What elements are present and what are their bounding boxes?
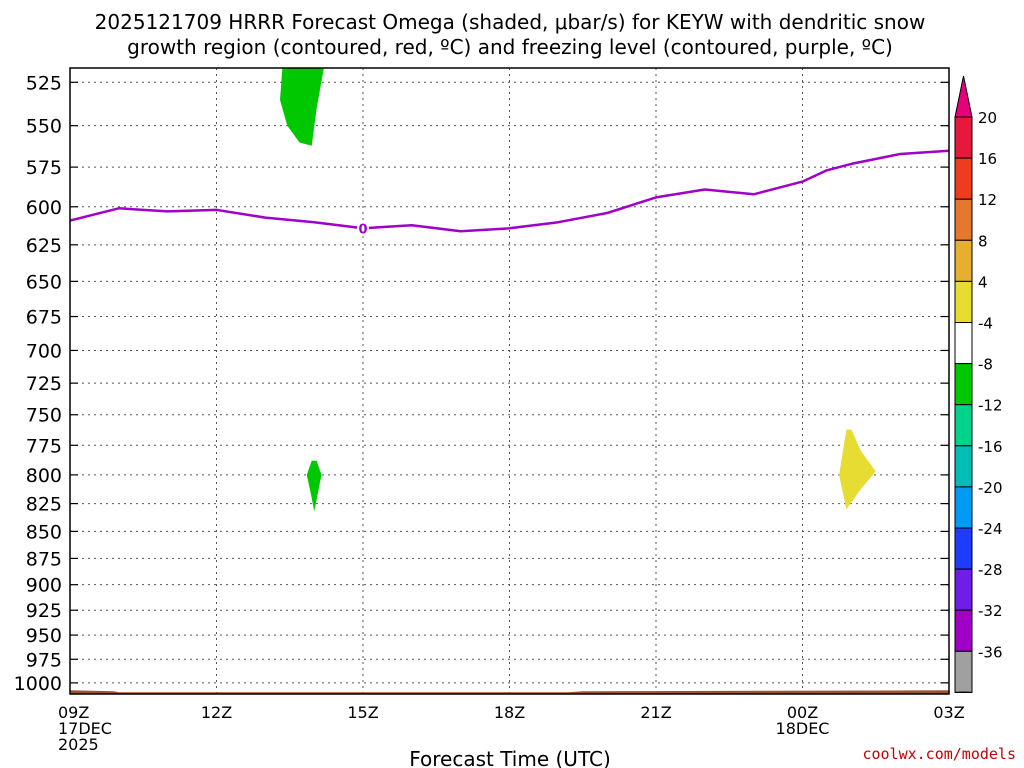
omega-shaded-area xyxy=(839,429,876,510)
y-tick-label: 950 xyxy=(26,625,62,647)
y-tick-label: 575 xyxy=(26,157,62,179)
colorbar-label: 16 xyxy=(978,150,997,168)
omega-shaded-areas xyxy=(280,68,876,512)
y-tick-label: 750 xyxy=(26,405,62,427)
surface-pressure-band xyxy=(70,690,949,694)
colorbar-swatch xyxy=(954,527,973,570)
y-tick-label: 1000 xyxy=(14,673,62,695)
colorbar-label: 20 xyxy=(978,109,997,127)
y-tick-label: 850 xyxy=(26,521,62,543)
omega-shaded-area xyxy=(306,460,322,512)
colorbar-label: -36 xyxy=(978,643,1003,661)
chart-title-line2: growth region (contoured, red, ºC) and f… xyxy=(127,35,893,59)
y-tick-label: 800 xyxy=(26,465,62,487)
colorbar-swatch xyxy=(954,198,973,241)
y-axis-tick-labels: 525 550 575 600 625 650 675 700 725 750 775 800 825 8… xyxy=(14,72,62,695)
freezing-level-contour: 0 xyxy=(69,149,950,237)
colorbar-swatch xyxy=(954,322,973,365)
colorbar-swatch xyxy=(954,239,973,282)
colorbar-swatch xyxy=(954,157,973,200)
x-axis-label: Forecast Time (UTC) xyxy=(409,747,611,768)
x-tick-label: 21Z xyxy=(640,703,671,722)
chart-title-line1: 2025121709 HRRR Forecast Omega (shaded, … xyxy=(95,10,926,34)
x-tick-label: 2025 xyxy=(58,735,99,754)
omega-colorbar: 20 16 12 8 4 -4 -8 -12 -16 -20 -24 -28 -32 -36 xyxy=(954,75,1003,693)
colorbar-label: -32 xyxy=(978,602,1003,620)
colorbar-swatch xyxy=(954,486,973,529)
colorbar-label: -24 xyxy=(978,520,1003,538)
colorbar-swatch xyxy=(954,568,973,611)
colorbar-label: -8 xyxy=(978,356,993,374)
x-tick-label: 12Z xyxy=(201,703,232,722)
contour-label-background xyxy=(357,220,369,237)
colorbar-label: -4 xyxy=(978,315,993,333)
x-tick-label: 00Z xyxy=(787,703,818,722)
x-tick-label: 15Z xyxy=(347,703,378,722)
colorbar-label: -12 xyxy=(978,397,1003,415)
colorbar-swatch xyxy=(954,363,973,406)
y-tick-label: 600 xyxy=(26,197,62,219)
y-tick-label: 625 xyxy=(26,235,62,257)
y-tick-label: 925 xyxy=(26,600,62,622)
x-tick-label: 03Z xyxy=(933,703,964,722)
colorbar-swatch xyxy=(954,280,973,323)
colorbar-label: 4 xyxy=(978,273,988,291)
x-tick-label: 17DEC xyxy=(58,719,112,738)
omega-shaded-area xyxy=(280,68,324,146)
colorbar-label: -28 xyxy=(978,561,1003,579)
colorbar-swatch xyxy=(954,116,973,159)
colorbar-swatch xyxy=(954,404,973,447)
colorbar-label: 8 xyxy=(978,232,988,250)
y-tick-label: 675 xyxy=(26,307,62,329)
y-tick-label: 900 xyxy=(26,575,62,597)
y-tick-label: 775 xyxy=(26,435,62,457)
credit-text: coolwx.com/models xyxy=(862,745,1016,763)
y-tick-label: 875 xyxy=(26,548,62,570)
colorbar-label: 12 xyxy=(978,191,997,209)
y-tick-label: 975 xyxy=(26,649,62,671)
surface-band xyxy=(70,690,949,694)
y-tick-label: 525 xyxy=(26,72,62,94)
colorbar-swatch xyxy=(954,445,973,488)
x-tick-label: 18DEC xyxy=(776,719,830,738)
x-tick-label: 18Z xyxy=(494,703,525,722)
grid-lines xyxy=(69,68,950,694)
colorbar-swatch xyxy=(954,609,973,652)
freezing-level-contour-label: 0 xyxy=(358,222,367,237)
y-tick-label: 725 xyxy=(26,373,62,395)
y-tick-label: 550 xyxy=(26,116,62,138)
x-tick-label: 09Z xyxy=(58,703,89,722)
colorbar-label: -20 xyxy=(978,479,1003,497)
y-tick-label: 650 xyxy=(26,271,62,293)
colorbar-swatch xyxy=(954,650,973,693)
y-tick-label: 700 xyxy=(26,340,62,362)
y-tick-label: 825 xyxy=(26,494,62,516)
freezing-level-line xyxy=(69,149,950,233)
plot-frame xyxy=(69,67,950,695)
colorbar-label: -16 xyxy=(978,438,1003,456)
